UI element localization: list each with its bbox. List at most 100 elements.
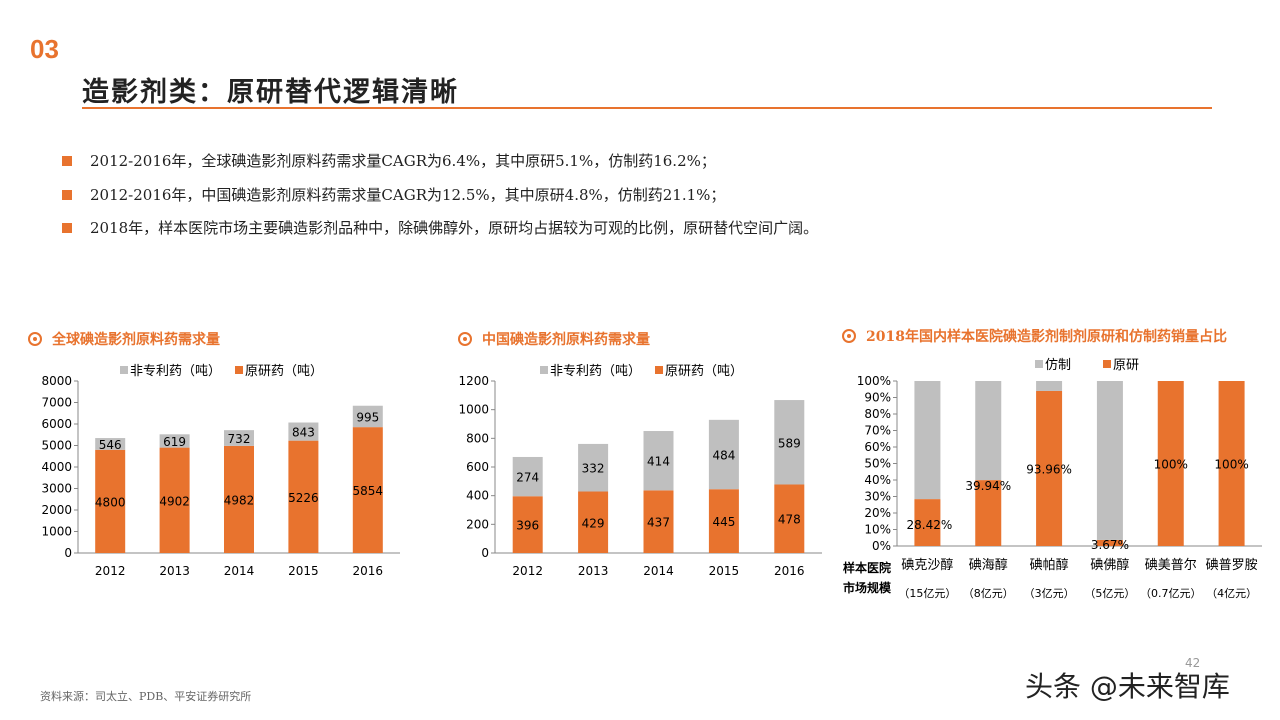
bar-secondary <box>708 419 739 490</box>
source-note: 资料来源：司太立、PDB、平安证券研究所 <box>40 690 252 703</box>
bullet-text: 2012-2016年，中国碘造影剂原料药需求量CAGR为12.5%，其中原研4.… <box>90 186 726 204</box>
y-tick-label: 400 <box>466 489 489 503</box>
legend-swatch <box>235 366 243 374</box>
y-tick-label: 0% <box>872 539 891 553</box>
bar-secondary <box>224 430 254 446</box>
data-label: 484 <box>712 449 735 463</box>
data-label: 274 <box>516 471 539 485</box>
legend-label: 原研药（吨） <box>665 364 743 379</box>
x-tick-label: 2015 <box>709 564 740 578</box>
x-tick-label: 2012 <box>512 564 543 578</box>
row-label: 样本医院 <box>843 560 891 575</box>
legend-label: 非专利药（吨） <box>550 364 641 379</box>
data-label: 3.67% <box>1091 538 1129 552</box>
y-tick-label: 3000 <box>41 482 72 496</box>
x-tick-label: 碘普罗胺 <box>1206 558 1258 573</box>
x-tick-label: 2012 <box>95 564 126 578</box>
y-tick-label: 8000 <box>41 374 72 388</box>
y-tick-label: 600 <box>466 460 489 474</box>
data-label: 995 <box>356 410 379 424</box>
data-label: 5854 <box>353 484 384 498</box>
bar-primary <box>288 440 319 553</box>
x-tick-label: 2013 <box>159 564 190 578</box>
legend-swatch <box>655 366 663 374</box>
watermark: 头条 @未来智库 <box>1025 670 1230 703</box>
bar-primary <box>95 449 126 553</box>
bullet-text: 2012-2016年，全球碘造影剂原料药需求量CAGR为6.4%，其中原研5.1… <box>90 152 716 170</box>
bar-primary <box>224 445 254 553</box>
legend-label: 原研药（吨） <box>245 364 323 379</box>
market-size-label: （0.7亿元） <box>1140 587 1202 600</box>
section-number: 03 <box>30 34 59 64</box>
bullet-3: 2018年，样本医院市场主要碘造影剂品种中，除碘佛醇外，原研均占据较为可观的比例… <box>62 217 818 238</box>
x-tick-label: 2013 <box>578 564 609 578</box>
data-label: 619 <box>163 435 186 449</box>
y-tick-label: 0 <box>481 546 489 560</box>
legend-swatch <box>120 366 128 374</box>
bar-secondary <box>914 381 941 500</box>
y-tick-label: 60% <box>864 440 891 454</box>
x-tick-label: 2014 <box>643 564 674 578</box>
bar-primary <box>352 427 383 553</box>
bullet-square-icon <box>62 222 72 233</box>
y-tick-label: 10% <box>864 523 891 537</box>
market-size-label: （4亿元） <box>1206 587 1257 600</box>
y-tick-label: 20% <box>864 506 891 520</box>
bar-secondary <box>159 434 190 448</box>
data-label: 414 <box>647 455 670 469</box>
title-divider <box>82 107 1212 109</box>
x-tick-label: 2014 <box>224 564 255 578</box>
data-label: 396 <box>516 519 539 533</box>
bar-secondary <box>288 422 319 441</box>
legend-label: 原研 <box>1113 358 1139 373</box>
data-label: 28.42% <box>907 518 953 532</box>
bar-secondary <box>95 438 126 450</box>
data-label: 100% <box>1214 458 1248 472</box>
bar-secondary <box>578 443 609 492</box>
y-tick-label: 80% <box>864 407 891 421</box>
data-label: 5226 <box>288 491 319 505</box>
y-tick-label: 50% <box>864 457 891 471</box>
chart2-title: 中国碘造影剂原料药需求量 <box>458 329 650 349</box>
bullet-2: 2012-2016年，中国碘造影剂原料药需求量CAGR为12.5%，其中原研4.… <box>62 184 725 205</box>
x-tick-label: 碘佛醇 <box>1090 557 1129 573</box>
y-tick-label: 800 <box>466 431 489 445</box>
y-tick-label: 90% <box>864 391 891 405</box>
chart1-title: 全球碘造影剂原料药需求量 <box>28 329 220 349</box>
y-tick-label: 6000 <box>41 417 72 431</box>
bullet-square-icon <box>62 155 72 166</box>
bar-primary <box>159 447 190 553</box>
y-tick-label: 70% <box>864 424 891 438</box>
data-label: 589 <box>778 436 801 450</box>
data-label: 437 <box>647 516 670 530</box>
chart-title-text: 中国碘造影剂原料药需求量 <box>482 332 650 348</box>
bar-primary <box>1036 390 1063 546</box>
legend-swatch <box>1035 360 1043 368</box>
y-tick-label: 4000 <box>41 460 72 474</box>
chart3-title: 2018年国内样本医院碘造影剂制剂原研和仿制药销量占比 <box>842 326 1227 346</box>
y-tick-label: 7000 <box>41 396 72 410</box>
y-tick-label: 40% <box>864 473 891 487</box>
y-tick-label: 100% <box>857 374 891 388</box>
target-icon <box>28 332 42 346</box>
y-tick-label: 1000 <box>41 525 72 539</box>
bullet-1: 2012-2016年，全球碘造影剂原料药需求量CAGR为6.4%，其中原研5.1… <box>62 150 716 171</box>
legend-label: 非专利药（吨） <box>130 364 221 379</box>
x-tick-label: 碘克沙醇 <box>901 557 953 573</box>
bar-primary <box>643 490 674 553</box>
x-tick-label: 2016 <box>353 564 384 578</box>
bar-primary <box>914 499 941 546</box>
legend-label: 仿制 <box>1045 358 1071 373</box>
x-tick-label: 2015 <box>288 564 319 578</box>
market-size-label: （15亿元） <box>898 587 956 600</box>
row-label: 市场规模 <box>843 580 892 595</box>
data-label: 39.94% <box>965 479 1011 493</box>
bar-secondary <box>643 431 674 491</box>
bar-primary <box>708 489 739 553</box>
x-tick-label: 碘美普尔 <box>1145 558 1197 573</box>
bar-secondary <box>975 381 1002 481</box>
data-label: 4982 <box>224 493 255 507</box>
y-tick-label: 30% <box>864 490 891 504</box>
data-label: 546 <box>99 438 122 452</box>
target-icon <box>842 329 856 343</box>
